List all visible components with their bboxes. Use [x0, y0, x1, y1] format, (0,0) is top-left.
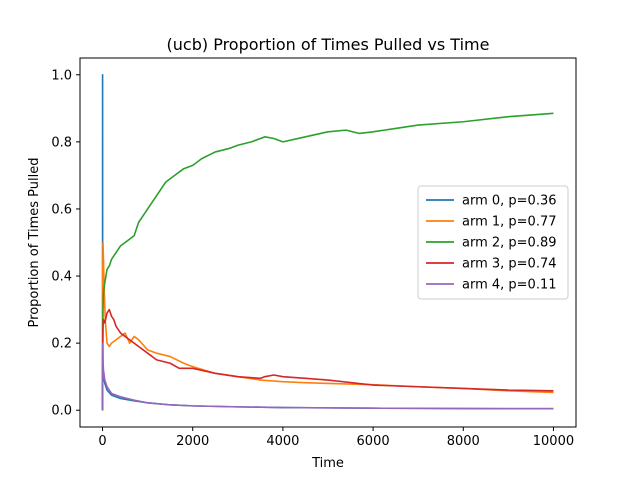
x-tick-label: 10000: [533, 434, 574, 449]
x-axis-ticks: 0 2000 4000 6000 8000 10000: [98, 427, 574, 449]
series-line-arm-3: [101, 308, 554, 411]
x-axis-label: Time: [311, 456, 344, 471]
x-tick-label: 0: [98, 434, 106, 449]
legend-label: arm 2, p=0.89: [462, 236, 557, 251]
chart-title: (ucb) Proportion of Times Pulled vs Time: [167, 35, 490, 54]
legend: arm 0, p=0.36 arm 1, p=0.77 arm 2, p=0.89 a…: [417, 185, 569, 300]
y-axis-ticks: 0.0 0.2 0.4 0.6 0.8 1.0: [51, 68, 80, 419]
y-tick-label: 0.6: [51, 202, 72, 217]
y-axis-label: Proportion of Times Pulled: [27, 158, 42, 328]
legend-label: arm 0, p=0.36: [462, 194, 557, 209]
legend-label: arm 3, p=0.74: [462, 257, 557, 272]
x-tick-label: 4000: [266, 434, 299, 449]
y-tick-label: 0.2: [51, 337, 72, 352]
y-tick-label: 0.8: [51, 135, 72, 150]
legend-box: [417, 185, 569, 300]
series-line-arm-4: [101, 342, 554, 411]
y-tick-label: 0.4: [51, 270, 72, 285]
y-tick-label: 1.0: [51, 68, 72, 83]
legend-label: arm 4, p=0.11: [462, 278, 557, 293]
series-line-arm-1: [101, 241, 554, 411]
x-tick-label: 6000: [357, 434, 390, 449]
legend-label: arm 1, p=0.77: [462, 215, 557, 230]
series-line-arm-2: [101, 112, 554, 411]
x-tick-label: 2000: [176, 434, 209, 449]
x-tick-label: 8000: [447, 434, 480, 449]
plot-area: [101, 73, 554, 411]
y-tick-label: 0.0: [51, 404, 72, 419]
plot-frame: [79, 57, 577, 428]
